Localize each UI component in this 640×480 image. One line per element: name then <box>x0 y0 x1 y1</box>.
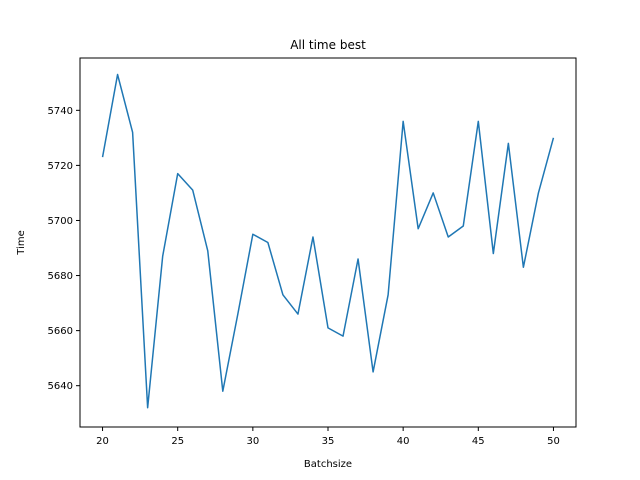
y-axis-label: Time <box>16 230 27 255</box>
y-tick-label: 5740 <box>48 106 73 117</box>
y-tick-label: 5700 <box>48 216 73 227</box>
y-axis: 5640 5660 5680 5700 5720 5740 <box>48 106 80 392</box>
x-tick-label: 20 <box>96 436 109 447</box>
series-layer <box>101 73 555 409</box>
y-tick-label: 5720 <box>48 161 73 172</box>
x-tick-label: 50 <box>547 436 560 447</box>
x-tick-label: 40 <box>397 436 410 447</box>
x-tick-label: 25 <box>171 436 184 447</box>
y-tick-label: 5660 <box>48 326 73 337</box>
x-axis: 20 25 30 35 40 45 50 <box>96 427 560 447</box>
x-tick-label: 30 <box>246 436 259 447</box>
x-tick-label: 45 <box>472 436 485 447</box>
y-tick-label: 5640 <box>48 381 73 392</box>
x-tick-label: 35 <box>322 436 335 447</box>
chart-title: All time best <box>290 38 366 52</box>
x-axis-label: Batchsize <box>304 459 352 470</box>
plot-frame <box>79 57 577 428</box>
y-tick-label: 5680 <box>48 271 73 282</box>
series-line-0 <box>101 73 555 409</box>
